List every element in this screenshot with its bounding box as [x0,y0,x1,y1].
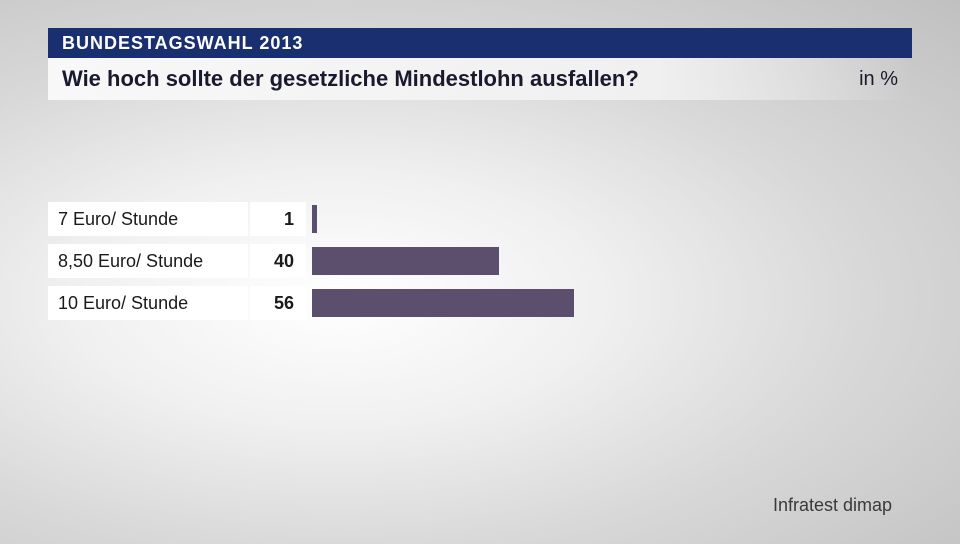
bar-label: 10 Euro/ Stunde [48,286,248,320]
source-attribution: Infratest dimap [773,495,892,516]
bar-fill [312,247,499,275]
chart-unit: in % [859,68,898,91]
bar-label: 8,50 Euro/ Stunde [48,244,248,278]
bar-value: 1 [250,202,306,236]
bar-row: 10 Euro/ Stunde 56 [48,284,912,322]
bar-track [312,205,912,233]
header-banner-text: BUNDESTAGSWAHL 2013 [62,33,303,54]
bar-value: 40 [250,244,306,278]
bar-value: 56 [250,286,306,320]
chart-title: Wie hoch sollte der gesetzliche Mindestl… [62,66,639,92]
bar-row: 8,50 Euro/ Stunde 40 [48,242,912,280]
bar-label: 7 Euro/ Stunde [48,202,248,236]
header-title-row: Wie hoch sollte der gesetzliche Mindestl… [48,58,912,100]
bar-track [312,247,912,275]
bar-row: 7 Euro/ Stunde 1 [48,200,912,238]
bar-fill [312,289,574,317]
chart-area: 7 Euro/ Stunde 1 8,50 Euro/ Stunde 40 10… [48,200,912,326]
header-banner: BUNDESTAGSWAHL 2013 [48,28,912,58]
bar-fill [312,205,317,233]
bar-track [312,289,912,317]
